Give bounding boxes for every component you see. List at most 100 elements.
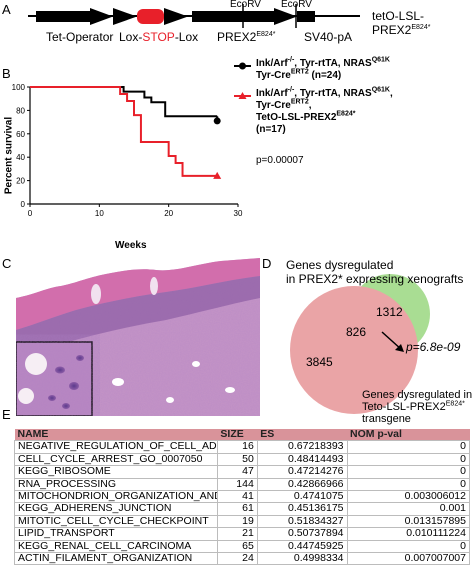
cell-es: 0.4741075 (256, 490, 348, 504)
venn-top-label: Genes dysregulated in PREX2* expressing … (286, 258, 464, 286)
y-tick-label: 40 (16, 153, 25, 162)
cell-size: 65 (216, 539, 258, 554)
table-row: MITOTIC_CELL_CYCLE_CHECKPOINT 19 0.5183432… (14, 514, 471, 529)
header-es: ES (257, 428, 348, 441)
stop-cassette (137, 9, 164, 24)
legend-red-entry: Ink/Arf-/-, Tyr-rtTA, NRASQ61K, Tyr-CreE… (256, 86, 393, 135)
prex2-block (192, 11, 274, 22)
prex2-label: PREX2E824* (217, 30, 276, 44)
follicle-2 (150, 277, 158, 295)
x-axis-label: Weeks (115, 240, 147, 251)
venn-diagram (290, 274, 430, 414)
cell-pval: 0 (346, 477, 471, 492)
epidermis-layer (16, 258, 260, 330)
histology-image (16, 258, 260, 416)
cell-name: NEGATIVE_REGULATION_OF_CELL_ADHESION (14, 440, 218, 454)
inset-vacuole-1 (25, 353, 47, 375)
lox-stop-lox-label: Lox-STOP-Lox (119, 30, 199, 44)
sv40-label: SV40-pA (304, 30, 353, 44)
cell-es: 0.50737894 (256, 527, 348, 541)
venn-circle-red (290, 286, 418, 414)
cell-pval: 0 (346, 452, 471, 467)
venn-bottom-label: Genes dysregulated in Teto-LSL-PREX2E824… (362, 389, 473, 425)
fat-vacuole-2 (192, 361, 200, 367)
tumor-layer (16, 276, 260, 360)
tet-operator-block (36, 11, 90, 22)
cell-size: 24 (216, 552, 258, 566)
cell-es: 0.4998334 (256, 552, 348, 566)
survival-plot: 0 20 40 60 80 100 0 10 20 30 (12, 83, 243, 218)
cell-es: 0.44745925 (256, 539, 348, 554)
survival-end-marker-1 (213, 171, 222, 179)
prex2-arrow (274, 8, 297, 25)
panel-label-e: E (2, 407, 11, 422)
venn-pvalue: p=6.8e-09 (406, 340, 461, 354)
cell-size: 19 (216, 514, 258, 529)
cell-pval: 0.003006012 (346, 490, 471, 504)
legend-markers (234, 62, 251, 99)
sv40-block (297, 11, 315, 22)
table-row: RNA_PROCESSING 144 0.42866966 0 (14, 477, 471, 492)
y-tick-label: 100 (12, 83, 26, 92)
table-row: LIPID_TRANSPORT 21 0.50737894 0.010111224 (14, 527, 471, 541)
cell-pval: 0 (346, 465, 471, 479)
cell-name: CELL_CYCLE_ARREST_GO_0007050 (14, 452, 218, 467)
inset-magnification (16, 341, 93, 416)
legend-marker-red (238, 92, 247, 99)
y-tick-label: 80 (16, 106, 25, 115)
table-row: MITOCHONDRION_ORGANIZATION_AND_BIOGEN410… (14, 490, 471, 504)
construct-name: tetO-LSL-PREX2E824* (372, 9, 431, 37)
cell-size: 50 (216, 452, 258, 467)
tet-operator-label: Tet-Operator (46, 30, 114, 44)
venn-green-count: 1312 (376, 305, 403, 319)
table-row: KEGG_RENAL_CELL_CARCINOMA 65 0.44745925 0 (14, 539, 471, 554)
cell-name: KEGG_RIBOSOME (14, 465, 218, 479)
cell-pval: 0 (346, 440, 471, 454)
cell-name: MITOCHONDRION_ORGANIZATION_AND_BIOGEN (14, 490, 218, 504)
venn-red-count: 3845 (306, 355, 333, 369)
survival-curve-0 (30, 86, 218, 118)
x-tick-label: 30 (234, 209, 243, 218)
panel-label-b: B (2, 66, 11, 81)
cell-name: ACTIN_FILAMENT_ORGANIZATION (14, 552, 218, 566)
cell-es: 0.42866966 (256, 477, 348, 492)
table-row: KEGG_RIBOSOME 47 0.47214276 0 (14, 465, 471, 479)
cell-size: 144 (216, 477, 258, 492)
ecorv-label-2: EcoRV (281, 0, 312, 10)
y-tick-label: 60 (16, 130, 25, 139)
panel-label-c: C (2, 256, 12, 271)
cell-size: 61 (216, 502, 258, 516)
cell-pval: 0.013157895 (346, 514, 471, 529)
table-row: KEGG_ADHERENS_JUNCTION 61 0.45136175 0.001 (14, 502, 471, 516)
table-row: NEGATIVE_REGULATION_OF_CELL_ADHESION160.… (14, 440, 471, 454)
ecorv-label-1: EcoRV (230, 0, 261, 10)
cell-es: 0.48414493 (256, 452, 348, 467)
cell-pval: 0.001 (346, 502, 471, 516)
cell-pval: 0 (346, 539, 471, 554)
header-name: NAME (14, 428, 218, 441)
y-axis-label: Percent survival (3, 116, 15, 195)
cell-es: 0.51834327 (256, 514, 348, 529)
x-tick-label: 10 (95, 209, 104, 218)
background-space (16, 258, 260, 298)
follicle-1 (91, 284, 101, 304)
fat-vacuole-3 (225, 387, 235, 393)
header-pval: NOM p-val (347, 428, 470, 441)
x-tick-label: 20 (164, 209, 173, 218)
lox-arrow-1 (90, 8, 113, 25)
panel-label-a: A (2, 2, 11, 17)
survival-pvalue: p=0.00007 (256, 155, 304, 166)
legend-marker-black (239, 62, 246, 70)
cell-es: 0.67218393 (256, 440, 348, 454)
cell-name: KEGG_RENAL_CELL_CARCINOMA (14, 539, 218, 554)
cell-name: LIPID_TRANSPORT (14, 527, 218, 541)
table-header-row: NAME SIZE ES NOM p-val (14, 428, 470, 441)
gsea-table: NAME SIZE ES NOM p-val NEGATIVE_REGULATI… (14, 428, 471, 566)
header-size: SIZE (217, 428, 258, 441)
cell-name: RNA_PROCESSING (14, 477, 218, 492)
survival-curve-1 (30, 86, 218, 177)
cell-es: 0.47214276 (256, 465, 348, 479)
venn-arrow-head (395, 344, 404, 352)
table-row: CELL_CYCLE_ARREST_GO_0007050 50 0.48414493… (14, 452, 471, 467)
cell-pval: 0.007007007 (346, 552, 471, 566)
